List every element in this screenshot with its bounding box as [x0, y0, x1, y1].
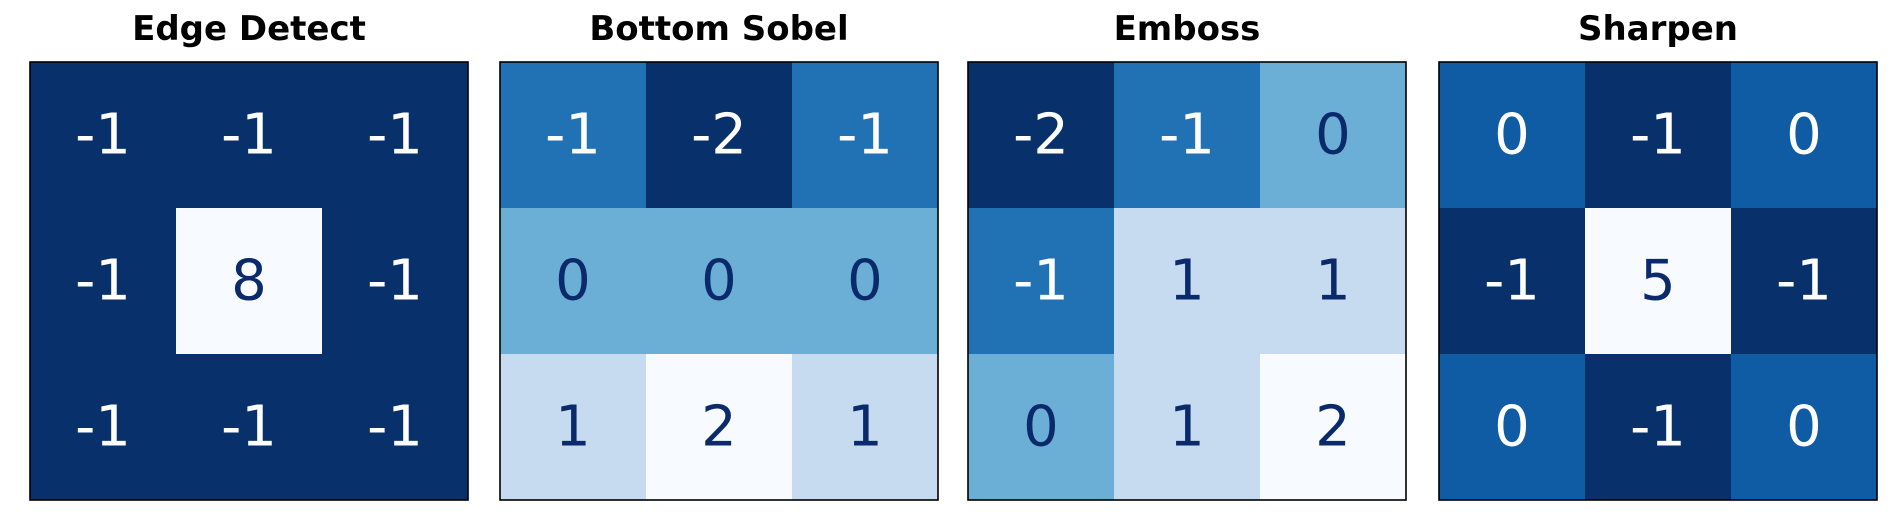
- cell-value-label: 0: [1786, 103, 1822, 168]
- cell-value-label: -1: [1159, 103, 1215, 168]
- cell-value-label: -1: [1013, 249, 1069, 314]
- heatmap-cell: [176, 354, 323, 501]
- cell-value-label: -1: [367, 103, 423, 168]
- heatmap-cell: [322, 208, 469, 355]
- cell-value-label: -1: [1776, 249, 1832, 314]
- heatmap-cell: [1731, 208, 1878, 355]
- panel-frame: [1438, 61, 1878, 501]
- heatmap-cell: [500, 62, 647, 209]
- heatmap-cell: [30, 354, 177, 501]
- heatmap-cell: [322, 354, 469, 501]
- cell-value-label: -1: [545, 103, 601, 168]
- cell-value-label: 0: [1494, 103, 1530, 168]
- heatmap-cell: [1260, 354, 1407, 501]
- kernel-panel: Edge Detect -1 -1 -1 -1 8 -1 -1 -1 -1: [29, 9, 469, 501]
- heatmap-cell: [1585, 354, 1732, 501]
- panel-title: Bottom Sobel: [589, 9, 848, 49]
- heatmap-cell: [322, 62, 469, 209]
- cell-value-label: 0: [1786, 395, 1822, 460]
- heatmap-cell: [30, 62, 177, 209]
- panel-frame: [29, 61, 469, 501]
- cell-value-label: -1: [221, 395, 277, 460]
- cell-value-label: -1: [221, 103, 277, 168]
- kernel-panel: Bottom Sobel -1 -2 -1 0 0 0 1 2 1: [499, 9, 939, 501]
- panel-title: Emboss: [1114, 9, 1261, 49]
- cell-value-label: -2: [691, 103, 747, 168]
- heatmap-cell: [792, 354, 939, 501]
- cell-value-label: 1: [1169, 249, 1205, 314]
- heatmap-cell: [176, 208, 323, 355]
- heatmap-cell: [1260, 208, 1407, 355]
- cell-value-label: -1: [75, 249, 131, 314]
- cell-value-label: -1: [367, 395, 423, 460]
- cell-value-label: 1: [555, 395, 591, 460]
- cell-value-label: -1: [1484, 249, 1540, 314]
- heatmap-cell: [968, 208, 1115, 355]
- cell-value-label: 0: [1494, 395, 1530, 460]
- cell-value-label: -1: [75, 103, 131, 168]
- heatmap-cell: [1439, 62, 1586, 209]
- panel-title: Edge Detect: [132, 9, 366, 49]
- panel-title: Sharpen: [1578, 9, 1738, 49]
- cell-value-label: -2: [1013, 103, 1069, 168]
- heatmap-cell: [176, 62, 323, 209]
- cell-value-label: -1: [1630, 395, 1686, 460]
- heatmap-cell: [968, 354, 1115, 501]
- heatmap-cell: [646, 354, 793, 501]
- heatmap-cell: [1731, 62, 1878, 209]
- kernel-panel: Sharpen 0 -1 0 -1 5 -1 0 -1 0: [1438, 9, 1878, 501]
- heatmap-cell: [1731, 354, 1878, 501]
- heatmap-cell: [968, 62, 1115, 209]
- panel-frame: [499, 61, 939, 501]
- cell-value-label: -1: [1630, 103, 1686, 168]
- heatmap-cell: [30, 208, 177, 355]
- heatmap-cell: [1439, 208, 1586, 355]
- heatmap-cell: [792, 62, 939, 209]
- cell-value-label: 0: [847, 249, 883, 314]
- heatmap-cell: [1114, 354, 1261, 501]
- heatmap-cell: [646, 208, 793, 355]
- cell-value-label: 1: [1169, 395, 1205, 460]
- heatmap-cell: [646, 62, 793, 209]
- cell-value-label: 1: [1315, 249, 1351, 314]
- cell-value-label: 0: [1023, 395, 1059, 460]
- cell-value-label: -1: [837, 103, 893, 168]
- cell-value-label: 0: [701, 249, 737, 314]
- heatmap-cell: [1585, 62, 1732, 209]
- heatmap-cell: [500, 208, 647, 355]
- cell-value-label: -1: [367, 249, 423, 314]
- heatmap-cell: [1439, 354, 1586, 501]
- heatmap-cell: [1114, 208, 1261, 355]
- heatmap-cell: [500, 354, 647, 501]
- heatmap-cell: [1585, 208, 1732, 355]
- cell-value-label: 2: [1315, 395, 1351, 460]
- cell-value-label: 1: [847, 395, 883, 460]
- heatmap-cell: [1114, 62, 1261, 209]
- kernel-panel: Emboss -2 -1 0 -1 1 1 0 1 2: [967, 9, 1407, 501]
- cell-value-label: 8: [231, 249, 267, 314]
- cell-value-label: 5: [1640, 249, 1676, 314]
- cell-value-label: 0: [1315, 103, 1351, 168]
- cell-value-label: 2: [701, 395, 737, 460]
- cell-value-label: 0: [555, 249, 591, 314]
- cell-value-label: -1: [75, 395, 131, 460]
- heatmap-cell: [792, 208, 939, 355]
- heatmap-cell: [1260, 62, 1407, 209]
- panel-frame: [967, 61, 1407, 501]
